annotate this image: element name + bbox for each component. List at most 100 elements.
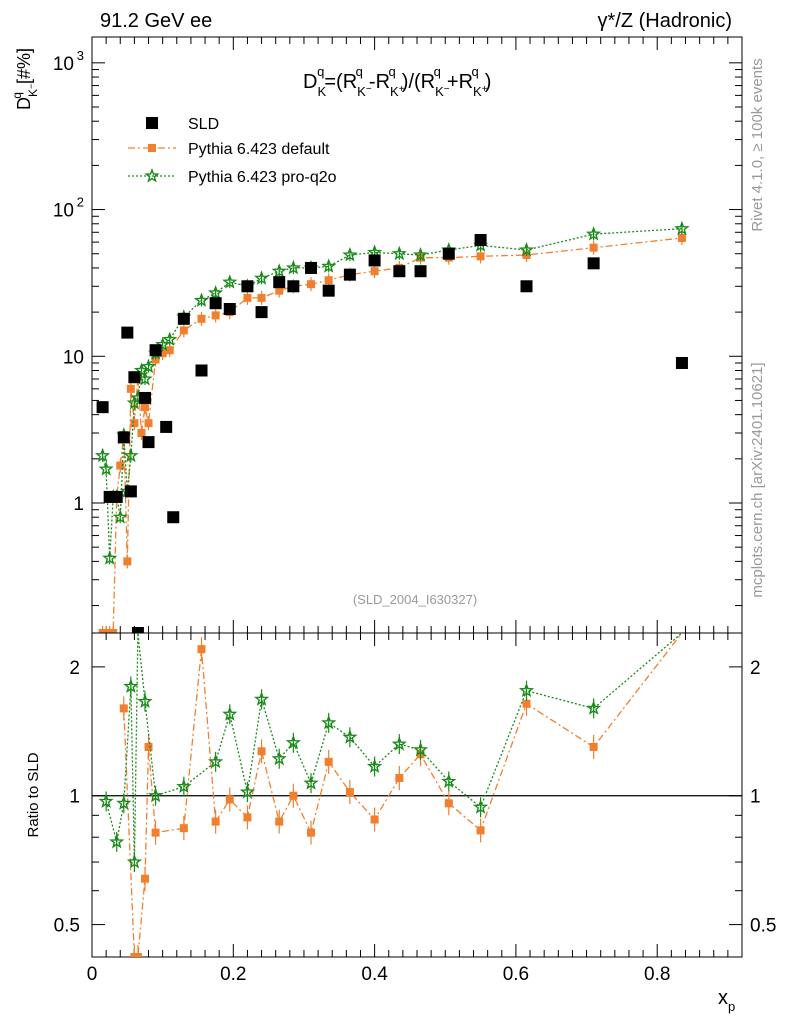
ratio-proq2o-point [253,691,270,706]
ratio-y-tick-label: 1 [69,787,80,808]
ratio-proq2o-point [123,678,139,693]
default-point [476,252,485,261]
main-y-tick-label: 10 [53,54,74,75]
legend-sld-marker [146,117,158,129]
sld-point [520,280,533,293]
ratio-default-point [345,788,354,797]
ratio-y-tick-label: 0.5 [54,916,80,937]
default-point [324,276,333,285]
ratio-y-tick-label-right: 1 [750,787,761,808]
ratio-default-point [151,828,160,837]
proq2o-point [193,292,210,307]
ratio-default-point [522,699,531,708]
default-point [126,384,135,393]
legend-proq2o-marker [144,168,160,183]
default-point [130,419,139,428]
sld-point [393,265,406,278]
proq2o-point [162,331,178,346]
ratio-proq2o-point [222,706,238,721]
ratio-proq2o-point [441,773,457,788]
sld-point [131,627,144,633]
proq2o-point [137,371,153,386]
ratio-proq2o-point [126,854,143,869]
ratio-proq2o-point [586,700,602,715]
main-y-tick-exponent: 3 [77,48,84,63]
ratio-proq2o-point [285,734,302,750]
ratio-default-point [257,747,266,756]
chart-title: DKq=(RK−q -RK+q)/(RK−q +RK+q) [303,64,491,99]
ratio-panel: 0.5 0.5 1 1 2 2 0 0.2 0.4 0.6 0.8 Ratio to SLD xp [25,632,777,1014]
ratio-default-point [324,757,333,766]
ratio-default-point [243,813,252,822]
sld-point [368,254,381,267]
ratio-y-axis: 0.5 0.5 1 1 2 2 [54,658,777,937]
ratio-default-point [119,704,128,713]
proq2o-point [391,245,407,261]
default-point [165,346,174,355]
ratio-proq2o-point [147,787,164,803]
sld-point [128,371,141,384]
ratio-y-tick-label-right: 0.5 [750,916,776,937]
default-point [275,286,284,295]
sld-point [343,268,356,281]
sld-point [117,431,130,444]
proq2o-point [585,226,602,241]
default-point [123,557,132,566]
proq2o-point [271,263,287,278]
ratio-proq2o-point [472,799,489,814]
sld-point [442,247,455,260]
proq2o-point [123,447,139,463]
ratio-default-line [123,633,683,957]
ratio-proq2o-point [391,736,407,751]
ratio-default-point [133,953,142,957]
proq2o-point [140,358,157,374]
sld-point [96,401,109,414]
legend: SLD Pythia 6.423 default Pythia 6.423 pr… [128,116,337,186]
ratio-proq2o-point [518,682,535,698]
sld-point [160,420,173,433]
main-y-axis-label: DK−q[#%] [10,48,40,110]
proq2o-point [253,270,270,285]
sld-point [124,485,137,498]
ratio-y-tick-label: 2 [69,658,80,679]
default-point [677,233,686,242]
proq2o-point [94,447,111,463]
default-point [158,349,167,358]
proq2o-point [102,550,118,565]
sld-point [138,391,151,404]
x-tick-label: 0.8 [644,964,670,985]
proq2o-point [208,284,224,300]
ratio-default-point [289,791,298,800]
default-point [179,326,188,335]
legend-sld-label: SLD [188,116,219,133]
ratio-y-axis-label: Ratio to SLD [25,752,42,837]
header-energy: 91.2 GeV ee [100,10,212,32]
ratio-proq2o-point [137,693,153,709]
ratio-default-point [179,824,188,833]
default-point [197,314,206,323]
sld-point [149,344,162,357]
proq2o-point [321,258,337,273]
ratio-default-point [211,817,220,826]
ratio-default-point [589,742,598,751]
ratio-proq2o-point [176,778,192,794]
ratio-proq2o-point [321,714,337,730]
ratio-proq2o-point [342,729,358,744]
ratio-proq2o-point [412,741,429,757]
proq2o-point [285,259,302,275]
sld-point [414,265,427,278]
proq2o-point [222,274,238,289]
default-point [109,629,118,633]
legend-default-label: Pythia 6.423 default [188,141,330,158]
proq2o-point [98,461,114,476]
ratio-default-point [476,826,485,835]
ratio-proq2o-point [98,793,114,808]
ratio-proq2o-point [271,750,287,766]
mcplots-label: mcplots.cern.ch [arXiv:2401.10621] [749,362,766,597]
main-y-tick-label: 10 [53,201,74,222]
main-y-tick-exponent: 2 [77,195,84,210]
sld-point [223,303,236,316]
default-point [137,428,146,437]
